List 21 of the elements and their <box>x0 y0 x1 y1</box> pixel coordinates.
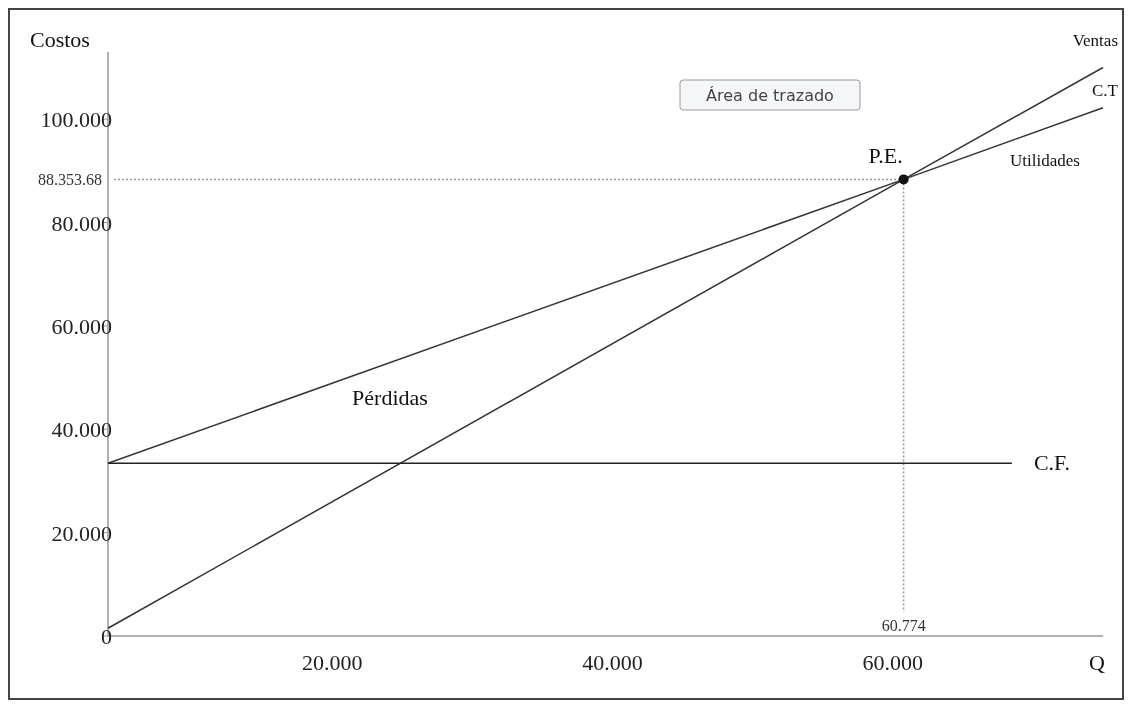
annotation: Área de trazado <box>706 86 834 105</box>
series-label: Ventas <box>1072 30 1118 50</box>
y-tick-label: 0 <box>101 624 112 649</box>
series-label: C.F. <box>1033 450 1071 476</box>
y-tick-label: 80.000 <box>51 210 112 236</box>
series-label: P.E. <box>868 143 903 169</box>
x-axis-title: Q <box>1089 650 1106 675</box>
y-tick-label: 20.000 <box>51 520 112 546</box>
annotation: Utilidades <box>1010 151 1080 170</box>
x-tick-label: 20.000 <box>301 650 363 675</box>
ref-line-label: 60.774 <box>881 617 926 634</box>
ref-line-label: 88.353.68 <box>38 171 102 189</box>
series-label: C.T <box>1092 80 1119 100</box>
y-tick-label: 40.000 <box>51 417 112 443</box>
y-tick-label: 100.000 <box>40 107 112 133</box>
y-tick-label: 60.000 <box>51 313 112 339</box>
annotation: Pérdidas <box>352 385 428 410</box>
y-axis-title: Costos <box>30 27 90 52</box>
tooltip-box: Área de trazado <box>679 79 861 111</box>
x-tick-label: 60.000 <box>862 650 924 675</box>
x-tick-label: 40.000 <box>582 650 643 675</box>
